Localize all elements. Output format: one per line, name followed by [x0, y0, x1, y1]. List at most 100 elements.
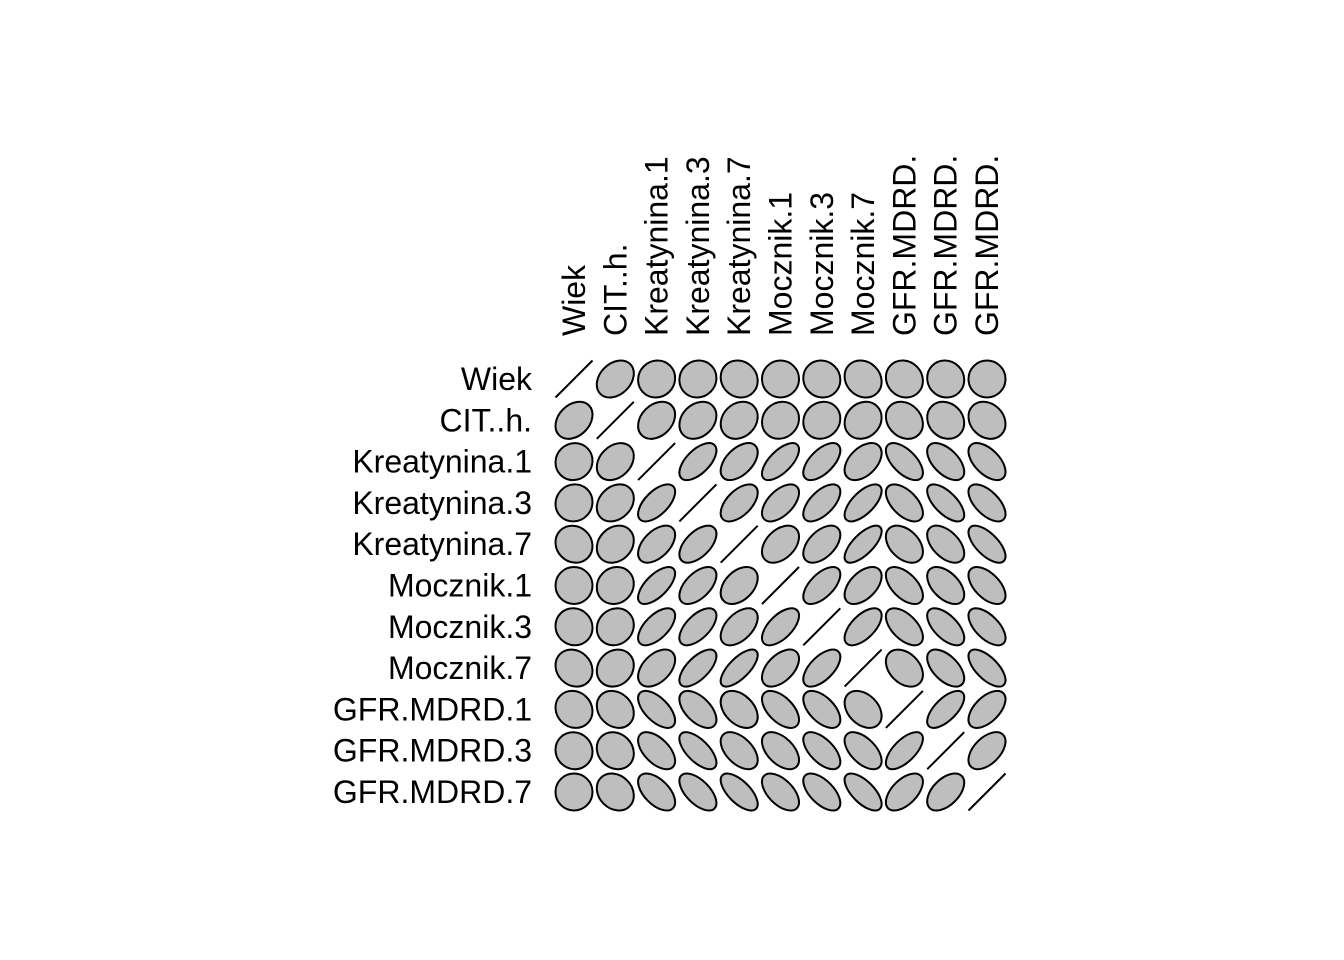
correlation-ellipse — [637, 648, 677, 688]
correlation-ellipse — [926, 442, 966, 482]
diagonal-mark — [967, 772, 1007, 812]
row-label: Mocznik.3 — [388, 609, 532, 645]
correlation-ellipse — [719, 483, 759, 523]
correlation-ellipse — [554, 648, 594, 688]
correlation-ellipse — [843, 689, 883, 729]
correlation-ellipse — [719, 359, 759, 399]
correlation-ellipse — [678, 359, 718, 399]
correlation-ellipse — [967, 566, 1007, 605]
correlation-ellipse — [926, 607, 966, 647]
correlation-ellipse — [802, 731, 842, 771]
diagonal-mark — [843, 648, 883, 688]
column-label: GFR.MDRD. — [969, 155, 1005, 336]
correlation-ellipse — [719, 400, 759, 440]
correlation-ellipse — [926, 772, 966, 812]
correlation-ellipse — [843, 400, 883, 440]
diagonal-mark — [554, 359, 594, 399]
correlation-ellipse — [967, 524, 1007, 564]
diagonal-mark — [926, 731, 965, 770]
correlation-ellipse — [595, 483, 635, 523]
correlation-ellipse — [595, 731, 635, 771]
correlation-ellipse — [843, 772, 883, 812]
correlation-ellipse — [926, 483, 966, 523]
correlation-ellipse — [843, 359, 883, 399]
correlation-ellipse — [802, 772, 842, 812]
correlation-ellipse — [967, 442, 1007, 482]
correlation-ellipse — [884, 607, 924, 647]
correlation-ellipse — [595, 566, 635, 605]
diagonal-mark — [678, 483, 718, 523]
correlation-ellipse — [554, 731, 594, 771]
column-label: Kreatynina.7 — [721, 156, 757, 336]
correlation-ellipse — [595, 607, 635, 647]
correlation-ellipse — [926, 648, 966, 688]
correlation-ellipse — [760, 648, 801, 688]
row-label: CIT..h. — [440, 402, 532, 438]
correlation-ellipse — [678, 442, 718, 482]
correlation-ellipse — [554, 483, 594, 523]
correlation-ellipse — [595, 359, 635, 399]
correlation-ellipse — [554, 400, 594, 440]
correlation-ellipse — [843, 483, 883, 523]
correlation-ellipse — [678, 607, 718, 647]
correlation-ellipse — [884, 731, 924, 771]
correlation-ellipse — [637, 359, 677, 399]
diagonal-mark — [885, 690, 924, 729]
correlation-ellipse — [884, 359, 924, 399]
correlation-ellipse — [637, 772, 677, 812]
correlation-ellipse — [719, 442, 759, 482]
row-label: GFR.MDRD.7 — [333, 774, 532, 810]
correlation-ellipse — [678, 400, 718, 440]
correlation-ellipse — [843, 524, 883, 564]
correlation-ellipse — [843, 607, 883, 647]
correlation-ellipse — [719, 648, 759, 688]
correlation-ellipse — [678, 731, 718, 771]
correlation-ellipse — [595, 772, 635, 812]
correlation-ellipse — [554, 566, 594, 605]
correlation-ellipse — [967, 689, 1007, 729]
diagonal-mark — [637, 442, 676, 481]
correlation-ellipse — [884, 566, 924, 605]
correlation-ellipse — [884, 442, 924, 482]
correlation-ellipse — [967, 648, 1007, 688]
row-label: Kreatynina.3 — [352, 485, 532, 521]
correlation-ellipse — [926, 689, 966, 729]
correlation-ellipse — [761, 442, 800, 482]
correlation-ellipse — [760, 731, 801, 771]
correlation-ellipse — [719, 731, 759, 771]
correlation-ellipse — [595, 648, 635, 688]
correlation-ellipse — [843, 565, 883, 606]
column-label: Mocznik.7 — [845, 192, 881, 336]
diagonal-mark — [761, 566, 800, 605]
correlation-ellipse — [843, 442, 883, 482]
correlation-ellipse — [761, 483, 800, 523]
correlation-ellipse — [843, 731, 883, 771]
correlation-ellipse — [802, 566, 842, 605]
correlation-ellipse — [967, 483, 1007, 523]
correlation-ellipse — [926, 359, 966, 399]
correlation-ellipse — [884, 524, 924, 564]
correlation-ellipse — [967, 607, 1007, 647]
correlation-ellipse — [637, 483, 677, 523]
correlation-ellipse — [637, 400, 677, 440]
row-label: GFR.MDRD.3 — [333, 733, 532, 769]
column-label: Wiek — [556, 264, 592, 336]
correlation-ellipse — [884, 772, 924, 812]
column-labels: Wiek CIT..h. Kreatynina.1 Kreatynina.3 Kreat… — [556, 155, 1005, 336]
correlation-ellipse — [761, 400, 800, 440]
correlation-ellipse — [719, 607, 759, 647]
correlation-ellipse — [595, 524, 635, 564]
correlation-ellipse — [926, 524, 966, 564]
diagonal-mark — [596, 401, 635, 440]
correlation-ellipse — [884, 400, 924, 440]
column-label: Mocznik.1 — [763, 192, 799, 336]
correlation-ellipse — [884, 648, 924, 688]
correlation-ellipse — [678, 524, 718, 564]
diagonal-mark — [802, 607, 842, 647]
correlation-ellipse — [595, 689, 635, 729]
row-label: Mocznik.1 — [388, 568, 532, 604]
correlation-ellipse — [554, 524, 594, 564]
correlation-ellipse — [802, 689, 842, 729]
ellipse-grid — [554, 359, 1007, 812]
